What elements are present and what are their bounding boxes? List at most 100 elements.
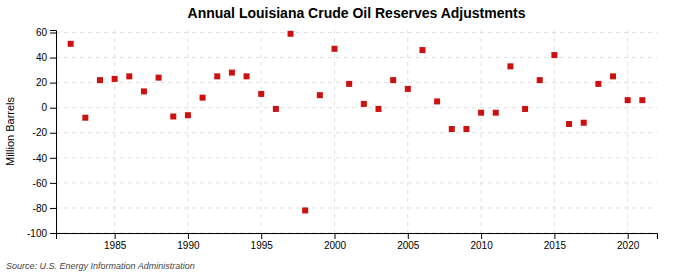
tick-mark <box>50 108 56 109</box>
tick-label: 2020 <box>617 240 640 251</box>
tick: 0 <box>41 102 56 113</box>
tick-mark <box>628 233 629 239</box>
point <box>126 73 132 79</box>
tick-mark <box>188 233 189 239</box>
tick-label: 2005 <box>397 240 420 251</box>
point <box>449 126 455 132</box>
tick: -60 <box>33 178 56 189</box>
grid-line <box>407 30 408 233</box>
point <box>141 88 147 94</box>
point <box>302 207 308 213</box>
grid-line <box>56 57 657 58</box>
grid <box>56 30 657 233</box>
point <box>522 106 528 112</box>
tick-label: 1990 <box>177 240 200 251</box>
tick-mark <box>50 83 56 84</box>
tick-mark <box>50 233 56 234</box>
grid-line <box>56 132 657 133</box>
point <box>434 98 440 104</box>
tick: 20 <box>36 77 56 88</box>
plot: 19851990199520002005201020152020-100-80-… <box>27 27 658 251</box>
point <box>317 92 323 98</box>
point <box>610 73 616 79</box>
tick: -80 <box>33 203 56 214</box>
tick-mark <box>408 233 409 239</box>
tick: -100 <box>27 228 56 239</box>
point <box>639 97 645 103</box>
tick: 40 <box>36 52 56 63</box>
point <box>493 110 499 116</box>
tick-mark <box>50 33 56 34</box>
point <box>229 70 235 76</box>
tick-label: 2000 <box>324 240 347 251</box>
tick-mark <box>261 233 262 239</box>
grid-line <box>261 30 262 233</box>
point <box>112 76 118 82</box>
tick-mark <box>115 233 116 239</box>
tick-mark <box>481 233 482 239</box>
grid-line <box>56 207 657 208</box>
point <box>551 52 557 58</box>
tick-label: 2015 <box>544 240 567 251</box>
point <box>170 113 176 119</box>
tick-label: -80 <box>33 203 48 214</box>
tick: 2020 <box>617 233 640 251</box>
tick-mark <box>50 158 56 159</box>
grid-line <box>187 30 188 233</box>
tick: 2010 <box>470 233 493 251</box>
y-axis: -100 -80 -60 -40 -20 0 20 40 60 <box>27 27 57 238</box>
point <box>214 73 220 79</box>
axis-line <box>50 31 57 234</box>
point <box>361 101 367 107</box>
tick-mark <box>50 58 56 59</box>
tick-mark <box>50 133 56 134</box>
tick-label: 60 <box>36 27 48 38</box>
tick-label: 40 <box>36 52 48 63</box>
tick-mark <box>554 233 555 239</box>
tick: -40 <box>33 153 56 164</box>
tick-label: -100 <box>27 228 47 239</box>
point <box>566 121 572 127</box>
point <box>537 77 543 83</box>
tick-label: -20 <box>33 127 48 138</box>
tick-label: 2010 <box>470 240 493 251</box>
point <box>288 31 294 37</box>
point <box>478 110 484 116</box>
points <box>68 31 646 214</box>
chart: 19851990199520002005201020152020-100-80-… <box>0 0 675 275</box>
tick: 2000 <box>324 233 347 251</box>
grid-line <box>114 30 115 233</box>
point <box>375 106 381 112</box>
tick-label: -40 <box>33 153 48 164</box>
point <box>82 115 88 121</box>
axis-line <box>57 234 658 240</box>
point <box>405 86 411 92</box>
title: Annual Louisiana Crude Oil Reserves Adju… <box>188 5 526 21</box>
point <box>258 91 264 97</box>
source-note: Source: U.S. Energy Information Administ… <box>6 261 195 271</box>
tick: 1995 <box>251 233 274 251</box>
tick-label: 1985 <box>104 240 127 251</box>
point <box>156 75 162 81</box>
grid-line <box>56 107 657 108</box>
point <box>463 126 469 132</box>
tick: 2015 <box>544 233 567 251</box>
tick-mark <box>50 183 56 184</box>
tick-label: -60 <box>33 178 48 189</box>
tick-label: 0 <box>41 102 47 113</box>
tick: 2005 <box>397 233 420 251</box>
tick: 60 <box>36 27 56 38</box>
point <box>625 97 631 103</box>
tick: 1985 <box>104 233 127 251</box>
point <box>390 77 396 83</box>
point <box>419 47 425 53</box>
grid-line <box>554 30 555 233</box>
point <box>185 112 191 118</box>
point <box>346 81 352 87</box>
grid-line <box>627 30 628 233</box>
grid-line <box>56 82 657 83</box>
point <box>332 46 338 52</box>
point <box>68 41 74 47</box>
tick: -20 <box>33 127 56 138</box>
point <box>507 63 513 69</box>
